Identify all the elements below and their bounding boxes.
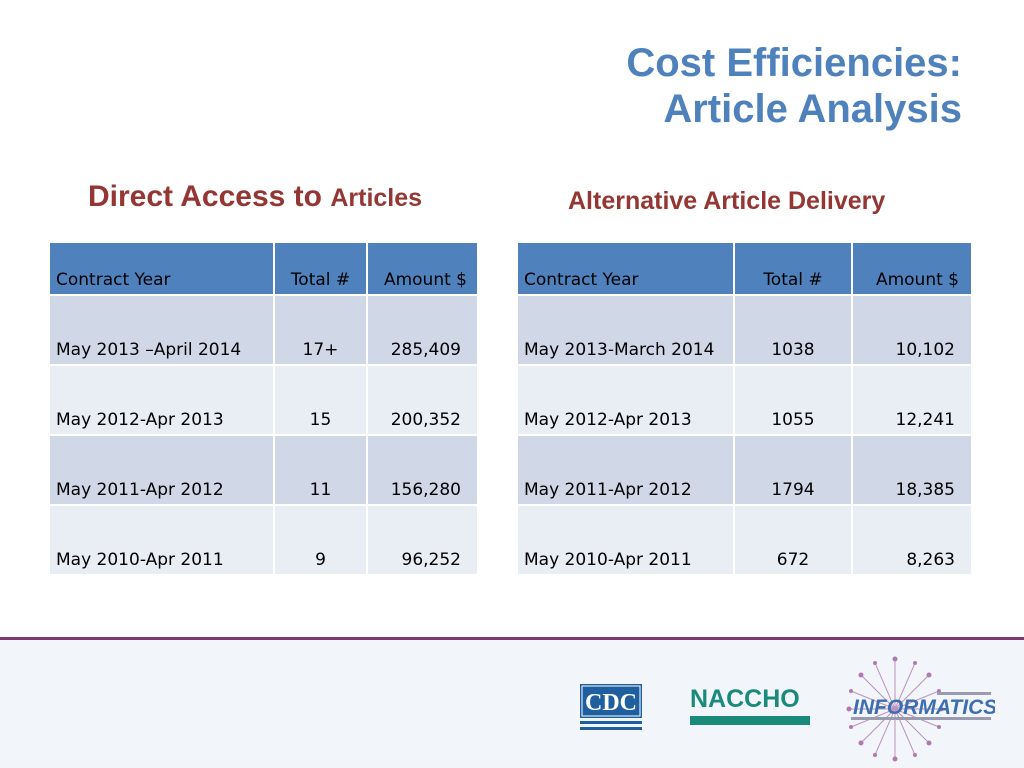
header-contract-year: Contract Year bbox=[50, 243, 275, 296]
cell-amount: 200,352 bbox=[367, 365, 479, 436]
table-row: May 2012-Apr 2013 15 200,352 bbox=[50, 365, 479, 436]
alternative-delivery-heading: Alternative Article Delivery bbox=[568, 187, 886, 215]
cell-amount: 12,241 bbox=[852, 365, 973, 436]
informatics-logo-graphic: INFORMATICS bbox=[846, 656, 997, 762]
cell-contract-year: May 2012-Apr 2013 bbox=[50, 365, 275, 436]
table-row: May 2011-Apr 2012 11 156,280 bbox=[50, 435, 479, 506]
cell-contract-year: May 2010-Apr 2011 bbox=[518, 505, 735, 576]
cdc-logo-text: CDC bbox=[585, 690, 637, 716]
direct-access-heading-small: Articles bbox=[330, 184, 423, 212]
table-header-row: Contract Year Total # Amount $ bbox=[518, 243, 973, 296]
cell-total: 9 bbox=[274, 505, 368, 576]
cell-contract-year: May 2011-Apr 2012 bbox=[518, 435, 735, 506]
cell-total: 17+ bbox=[274, 295, 368, 366]
cdc-logo: CDC bbox=[580, 684, 642, 732]
cell-contract-year: May 2010-Apr 2011 bbox=[50, 505, 275, 576]
direct-access-heading: Direct Access to Articles bbox=[88, 180, 422, 214]
slide-title: Cost Efficiencies: Article Analysis bbox=[626, 40, 962, 132]
cell-contract-year: May 2012-Apr 2013 bbox=[518, 365, 735, 436]
alternative-delivery-table: Contract Year Total # Amount $ May 2013-… bbox=[518, 243, 973, 576]
cell-amount: 285,409 bbox=[367, 295, 479, 366]
table-header-row: Contract Year Total # Amount $ bbox=[50, 243, 479, 296]
cell-total: 1794 bbox=[734, 435, 853, 506]
table-row: May 2010-Apr 2011 672 8,263 bbox=[518, 505, 973, 576]
cell-total: 672 bbox=[734, 505, 853, 576]
informatics-conference-logo: INFORMATICS bbox=[845, 655, 997, 763]
direct-access-heading-main: Direct Access to bbox=[88, 180, 322, 213]
title-line-1: Cost Efficiencies: bbox=[626, 41, 962, 85]
cdc-logo-graphic: CDC bbox=[580, 684, 642, 730]
cell-amount: 8,263 bbox=[852, 505, 973, 576]
cell-amount: 18,385 bbox=[852, 435, 973, 506]
table-row: May 2013 –April 2014 17+ 285,409 bbox=[50, 295, 479, 366]
table-row: May 2012-Apr 2013 1055 12,241 bbox=[518, 365, 973, 436]
direct-access-table: Contract Year Total # Amount $ May 2013 … bbox=[50, 243, 479, 576]
header-amount: Amount $ bbox=[367, 243, 479, 296]
naccho-logo: NACCHO bbox=[690, 686, 810, 725]
cell-total: 15 bbox=[274, 365, 368, 436]
cell-amount: 156,280 bbox=[367, 435, 479, 506]
table-row: May 2013-March 2014 1038 10,102 bbox=[518, 295, 973, 366]
cell-total: 1055 bbox=[734, 365, 853, 436]
footer-divider bbox=[0, 637, 1024, 640]
naccho-tagline-bar bbox=[690, 716, 810, 725]
header-amount: Amount $ bbox=[852, 243, 973, 296]
naccho-logo-text: NACCHO bbox=[690, 685, 800, 713]
header-total: Total # bbox=[274, 243, 368, 296]
cell-contract-year: May 2011-Apr 2012 bbox=[50, 435, 275, 506]
header-contract-year: Contract Year bbox=[518, 243, 735, 296]
cell-contract-year: May 2013-March 2014 bbox=[518, 295, 735, 366]
informatics-logo-text: INFORMATICS bbox=[853, 696, 995, 719]
cell-amount: 10,102 bbox=[852, 295, 973, 366]
cell-total: 11 bbox=[274, 435, 368, 506]
cell-amount: 96,252 bbox=[367, 505, 479, 576]
footer-band bbox=[0, 640, 1024, 768]
cell-total: 1038 bbox=[734, 295, 853, 366]
cell-contract-year: May 2013 –April 2014 bbox=[50, 295, 275, 366]
title-line-2: Article Analysis bbox=[663, 87, 962, 131]
header-total: Total # bbox=[734, 243, 853, 296]
table-row: May 2011-Apr 2012 1794 18,385 bbox=[518, 435, 973, 506]
table-row: May 2010-Apr 2011 9 96,252 bbox=[50, 505, 479, 576]
